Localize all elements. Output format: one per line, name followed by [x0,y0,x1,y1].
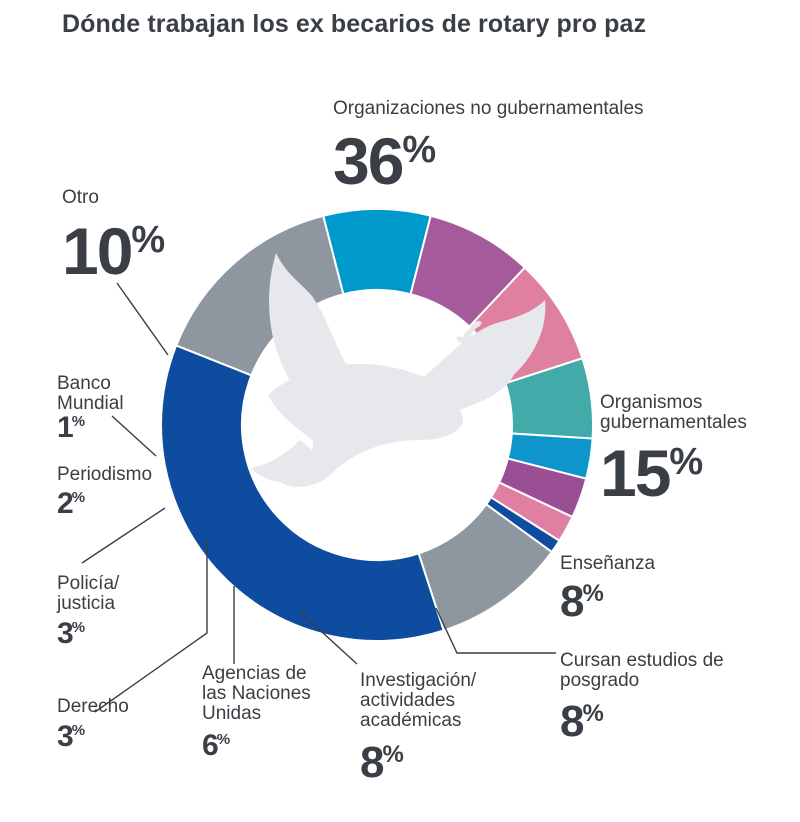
pct-ensenanza: 8% [560,577,604,626]
leader-banco-mundial [111,415,157,457]
pct-periodismo: 2% [57,487,85,520]
pct-policia: 3% [57,617,85,650]
leader-policia [81,507,166,564]
label-banco-mundial: Banco Mundial [57,373,124,414]
pct-investigacion: 8% [360,738,404,787]
label-periodismo: Periodismo [57,464,153,485]
pct-posgrado: 8% [560,697,604,746]
leader-posgrado [435,607,556,654]
pct-organismos-gubernamentales: 15% [600,436,703,510]
leader-investigacion [299,611,358,665]
pct-derecho: 3% [57,720,85,753]
label-derecho: Derecho [57,696,129,717]
leader-derecho [94,541,208,713]
label-posgrado: Cursan estudios de posgrado [560,650,724,691]
chart-title: Dónde trabajan los ex becarios de rotary… [62,10,647,38]
label-otro: Otro [62,187,99,208]
pct-ong: 36% [333,124,436,198]
dove-icon [250,253,546,487]
leader-otro [116,282,169,356]
label-policia: Policía/justicia [57,573,120,614]
donut-slice-otro [417,502,554,632]
donut-slice-ong [160,344,446,642]
label-naciones-unidas: Agencias de las Naciones Unidas [202,663,311,724]
label-organismos-gubernamentales: Organismos gubernamentales [600,392,747,433]
label-investigacion: Investigación/actividades académicas [360,670,477,731]
label-ong: Organizaciones no gubernamentales [333,98,644,119]
pct-banco-mundial: 1% [57,411,85,444]
pct-naciones-unidas: 6% [202,729,230,762]
pct-otro: 10% [62,214,165,288]
label-ensenanza: Enseñanza [560,553,656,574]
